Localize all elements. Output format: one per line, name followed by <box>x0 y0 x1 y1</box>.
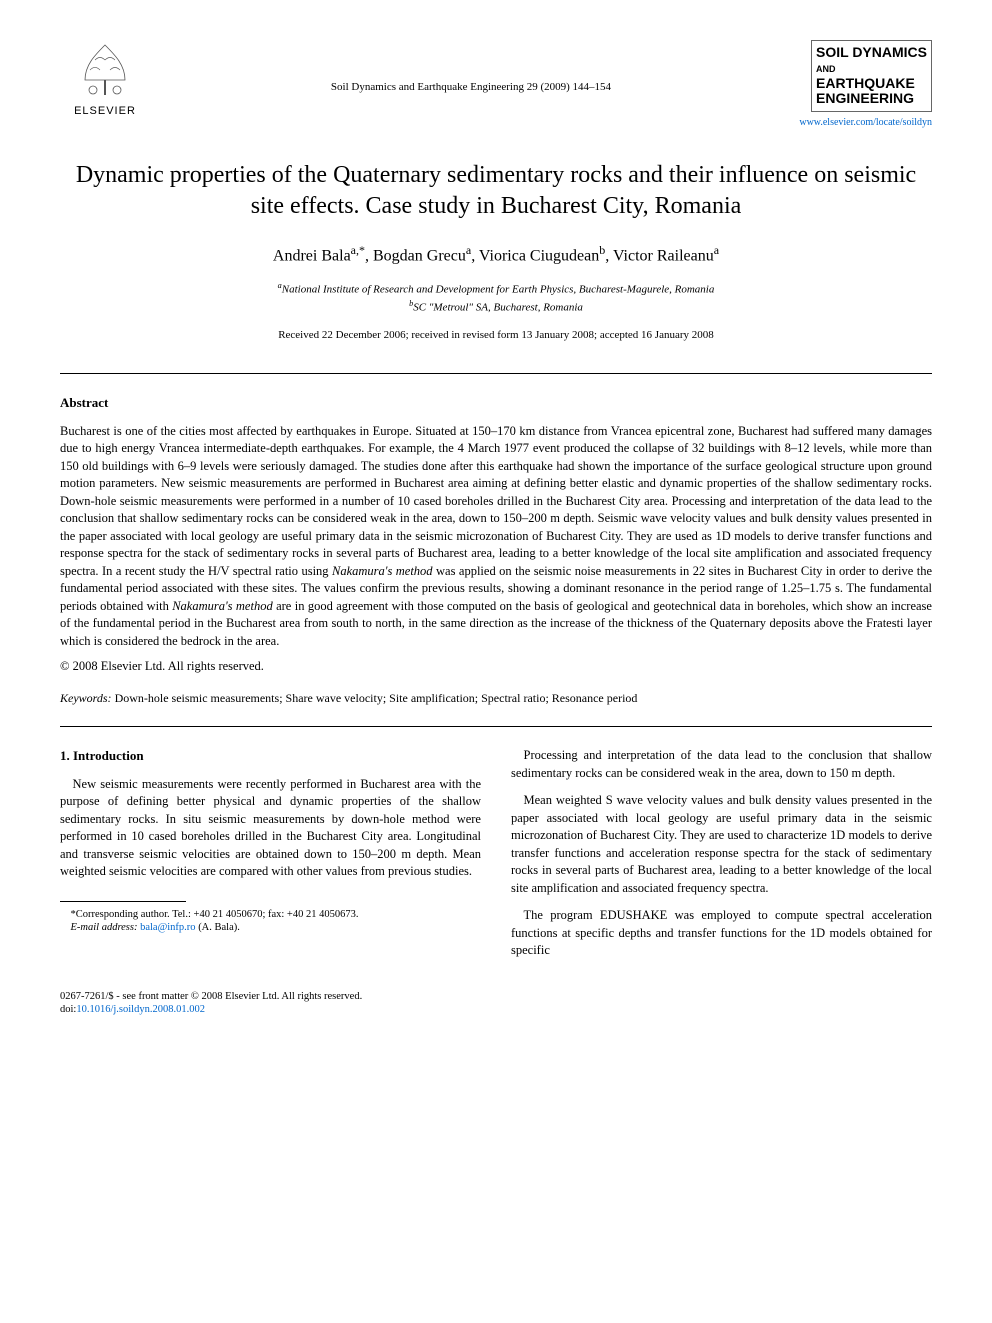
page-header: ELSEVIER Soil Dynamics and Earthquake En… <box>60 40 932 130</box>
doi-line: doi:10.1016/j.soildyn.2008.01.002 <box>60 1003 932 1017</box>
email-footnote: E-mail address: bala@infp.ro (A. Bala). <box>60 921 481 935</box>
body-paragraph: The program EDUSHAKE was employed to com… <box>511 907 932 960</box>
author-list: Andrei Balaa,*, Bogdan Grecua, Viorica C… <box>60 242 932 268</box>
divider <box>60 373 932 374</box>
journal-cover-line: EARTHQUAKE <box>816 75 915 91</box>
article-dates: Received 22 December 2006; received in r… <box>60 328 932 343</box>
keywords-list: Down-hole seismic measurements; Share wa… <box>115 691 638 705</box>
affiliation-b: SC "Metroul" SA, Bucharest, Romania <box>413 301 583 313</box>
email-link[interactable]: bala@infp.ro <box>140 922 195 933</box>
body-paragraph: New seismic measurements were recently p… <box>60 776 481 881</box>
keywords-block: Keywords: Down-hole seismic measurements… <box>60 690 932 707</box>
doi-link[interactable]: 10.1016/j.soildyn.2008.01.002 <box>76 1004 205 1015</box>
page-footer: 0267-7261/$ - see front matter © 2008 El… <box>60 990 932 1017</box>
affiliation-a: National Institute of Research and Devel… <box>282 283 715 295</box>
article-title: Dynamic properties of the Quaternary sed… <box>60 160 932 222</box>
journal-reference: Soil Dynamics and Earthquake Engineering… <box>150 40 792 95</box>
abstract-body: Bucharest is one of the cities most affe… <box>60 423 932 651</box>
elsevier-tree-icon <box>75 40 135 100</box>
doi-label: doi: <box>60 1004 76 1015</box>
email-author: (A. Bala). <box>198 922 240 933</box>
body-paragraph: Processing and interpretation of the dat… <box>511 747 932 782</box>
copyright-line: © 2008 Elsevier Ltd. All rights reserved… <box>60 658 932 676</box>
body-columns: 1. Introduction New seismic measurements… <box>60 747 932 970</box>
journal-cover-title: SOIL DYNAMICS AND EARTHQUAKE ENGINEERING <box>811 40 932 112</box>
footnote-separator <box>60 901 186 902</box>
journal-cover: SOIL DYNAMICS AND EARTHQUAKE ENGINEERING… <box>792 40 932 130</box>
journal-cover-line: AND <box>816 64 836 74</box>
journal-cover-line: SOIL DYNAMICS <box>816 44 927 60</box>
email-label: E-mail address: <box>71 922 138 933</box>
front-matter-line: 0267-7261/$ - see front matter © 2008 El… <box>60 990 932 1004</box>
right-column: Processing and interpretation of the dat… <box>511 747 932 970</box>
keywords-label: Keywords: <box>60 691 112 705</box>
publisher-name: ELSEVIER <box>74 104 136 119</box>
left-column: 1. Introduction New seismic measurements… <box>60 747 481 970</box>
publisher-logo: ELSEVIER <box>60 40 150 119</box>
corresponding-author-footnote: *Corresponding author. Tel.: +40 21 4050… <box>60 908 481 922</box>
journal-url-link[interactable]: www.elsevier.com/locate/soildyn <box>792 116 932 130</box>
section-header: 1. Introduction <box>60 747 481 765</box>
divider <box>60 726 932 727</box>
abstract-header: Abstract <box>60 394 932 412</box>
body-paragraph: Mean weighted S wave velocity values and… <box>511 792 932 897</box>
affiliations: aNational Institute of Research and Deve… <box>60 280 932 316</box>
journal-cover-line: ENGINEERING <box>816 90 914 106</box>
